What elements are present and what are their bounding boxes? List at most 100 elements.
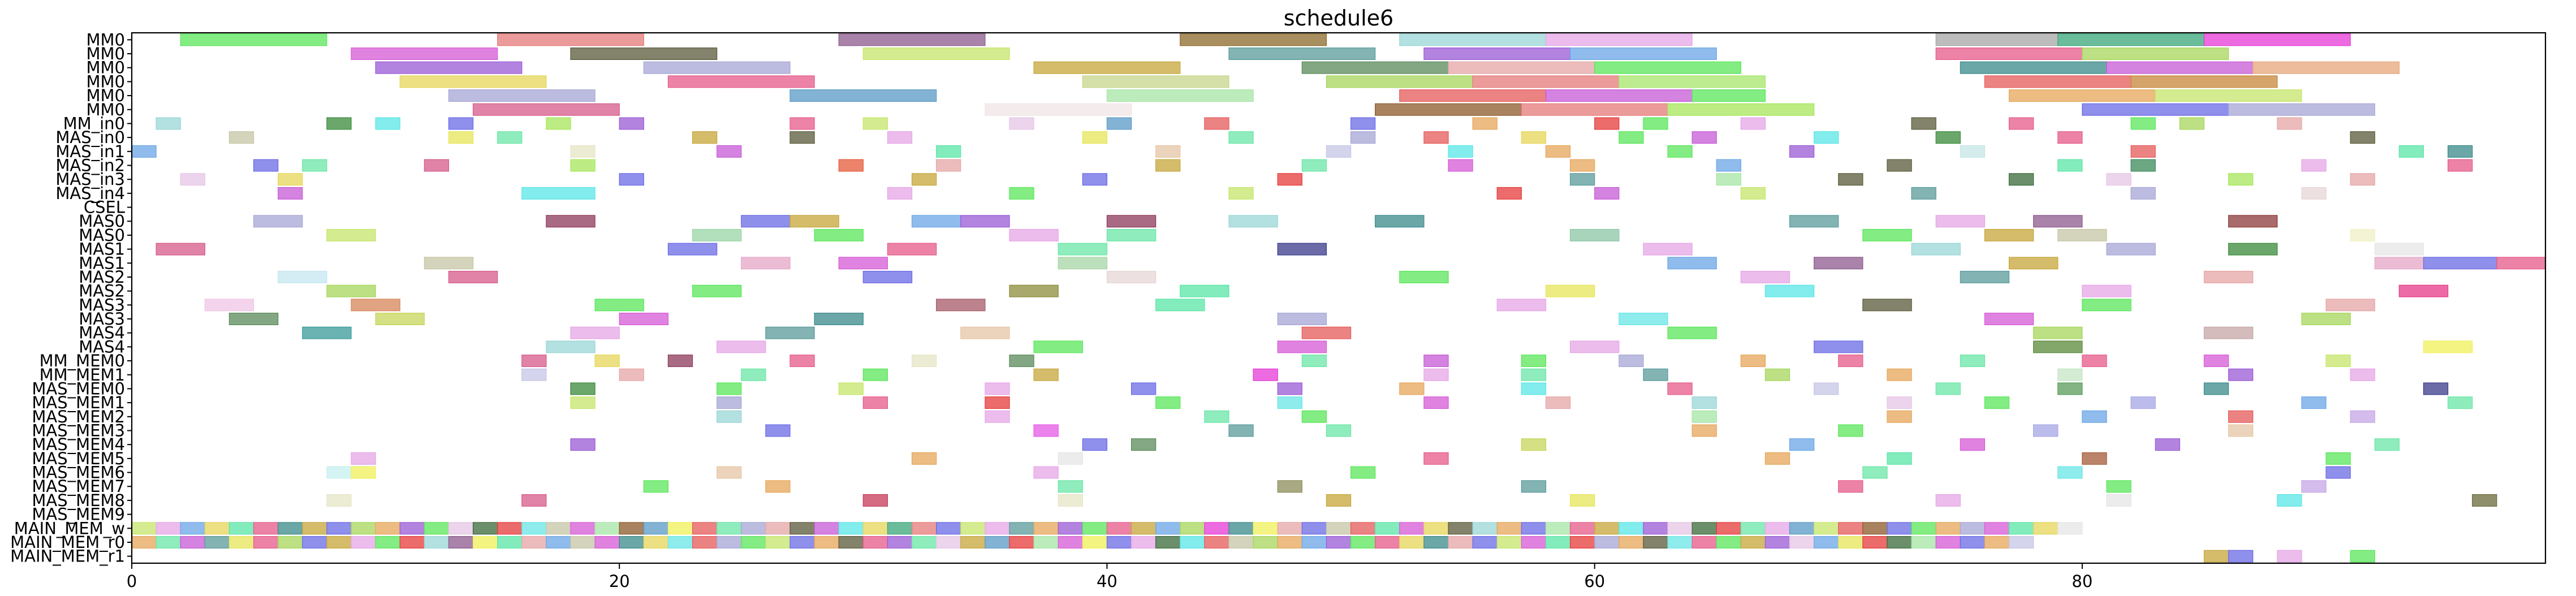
task-bar bbox=[204, 299, 254, 312]
task-bar bbox=[838, 159, 864, 172]
task-bar bbox=[1569, 536, 1595, 549]
task-bar bbox=[1423, 452, 1449, 465]
task-bar bbox=[228, 313, 279, 325]
task-bar bbox=[2472, 494, 2497, 507]
task-bar bbox=[1155, 396, 1181, 409]
task-bar bbox=[862, 117, 888, 130]
task-bar bbox=[1984, 228, 2034, 241]
task-bar bbox=[1326, 494, 1352, 507]
task-bar bbox=[2130, 145, 2156, 158]
task-bar bbox=[375, 313, 425, 325]
task-bar bbox=[2106, 494, 2131, 507]
task-bar bbox=[1106, 228, 1157, 241]
task-bar bbox=[1009, 536, 1034, 549]
task-bar bbox=[911, 536, 937, 549]
task-bar bbox=[1277, 480, 1302, 493]
task-bar bbox=[2350, 131, 2375, 144]
task-bar bbox=[1935, 494, 1961, 507]
task-bar bbox=[2277, 494, 2302, 507]
task-bar bbox=[1764, 368, 1790, 381]
task-bar bbox=[1911, 117, 1936, 130]
task-bar bbox=[1228, 131, 1254, 144]
task-bar bbox=[667, 243, 718, 256]
task-bar bbox=[667, 522, 693, 535]
task-bar bbox=[1277, 396, 1302, 409]
task-bar bbox=[2033, 215, 2083, 228]
task-bar bbox=[1399, 271, 1449, 283]
task-bar bbox=[1838, 424, 1863, 437]
task-bar bbox=[1984, 536, 2010, 549]
task-bar bbox=[1521, 382, 1547, 395]
task-bar bbox=[1643, 368, 1668, 381]
task-bar bbox=[765, 536, 791, 549]
task-bar bbox=[1350, 536, 1376, 549]
task-bar bbox=[424, 522, 450, 535]
task-bar bbox=[2057, 131, 2083, 144]
row-label: MM_MEM1 bbox=[40, 365, 125, 385]
task-bar bbox=[960, 522, 986, 535]
task-bar bbox=[1838, 480, 1863, 493]
task-bar bbox=[765, 424, 791, 437]
task-bar bbox=[1764, 284, 1815, 297]
task-bar bbox=[1935, 215, 1986, 228]
task-bar bbox=[1350, 522, 1376, 535]
task-bar bbox=[1838, 355, 1863, 368]
task-bar bbox=[278, 536, 303, 549]
task-bar bbox=[1082, 173, 1108, 186]
task-bar bbox=[789, 536, 815, 549]
task-bar bbox=[521, 368, 547, 381]
task-bar bbox=[1667, 103, 1815, 116]
task-bar bbox=[1740, 117, 1766, 130]
task-bar bbox=[1180, 536, 1205, 549]
task-bar bbox=[1106, 522, 1132, 535]
task-bar bbox=[1204, 117, 1229, 130]
task-bar bbox=[1911, 187, 1936, 200]
task-bar bbox=[1569, 173, 1595, 186]
task-bar bbox=[1009, 117, 1034, 130]
task-bar bbox=[2057, 466, 2083, 479]
task-bar bbox=[1204, 536, 1229, 549]
task-bar bbox=[399, 75, 547, 88]
task-bar bbox=[521, 494, 547, 507]
task-bar bbox=[2277, 117, 2302, 130]
task-bar bbox=[2447, 396, 2473, 409]
task-bar bbox=[1862, 536, 1888, 549]
task-bar bbox=[2398, 284, 2449, 297]
task-bar bbox=[2350, 368, 2375, 381]
task-bar bbox=[2301, 313, 2351, 325]
task-bar bbox=[887, 536, 913, 549]
task-bar bbox=[1740, 187, 1766, 200]
task-bar bbox=[1375, 215, 1425, 228]
task-bar bbox=[1569, 159, 1595, 172]
task-bar bbox=[2082, 284, 2131, 297]
task-bar bbox=[1009, 228, 1059, 241]
row-label: MAIN_MEM_w bbox=[14, 519, 125, 538]
task-bar bbox=[2277, 550, 2302, 563]
task-bar bbox=[1789, 522, 1815, 535]
task-bar bbox=[1301, 410, 1327, 423]
task-bar bbox=[838, 536, 864, 549]
task-bar bbox=[1692, 536, 1717, 549]
task-bar bbox=[570, 145, 596, 158]
task-bar bbox=[814, 522, 839, 535]
task-bar bbox=[1960, 522, 1986, 535]
task-bar bbox=[546, 536, 571, 549]
task-bar bbox=[1692, 131, 1717, 144]
task-bar bbox=[1569, 47, 1717, 60]
task-bar bbox=[1789, 145, 1815, 158]
task-bar bbox=[1130, 522, 1157, 535]
task-bar bbox=[2228, 410, 2254, 423]
task-bar bbox=[2203, 326, 2254, 339]
task-bar bbox=[1887, 536, 1912, 549]
task-bar bbox=[2179, 117, 2205, 130]
task-bar bbox=[1106, 117, 1132, 130]
task-bar bbox=[911, 215, 961, 228]
row-label: MAS_in1 bbox=[55, 142, 125, 161]
task-bars bbox=[131, 33, 2546, 563]
task-bar bbox=[1472, 536, 1498, 549]
task-bar bbox=[1399, 536, 1425, 549]
task-bar bbox=[2350, 228, 2375, 241]
task-bar bbox=[1448, 522, 1473, 535]
task-bar bbox=[131, 145, 157, 158]
task-bar bbox=[2228, 550, 2254, 563]
